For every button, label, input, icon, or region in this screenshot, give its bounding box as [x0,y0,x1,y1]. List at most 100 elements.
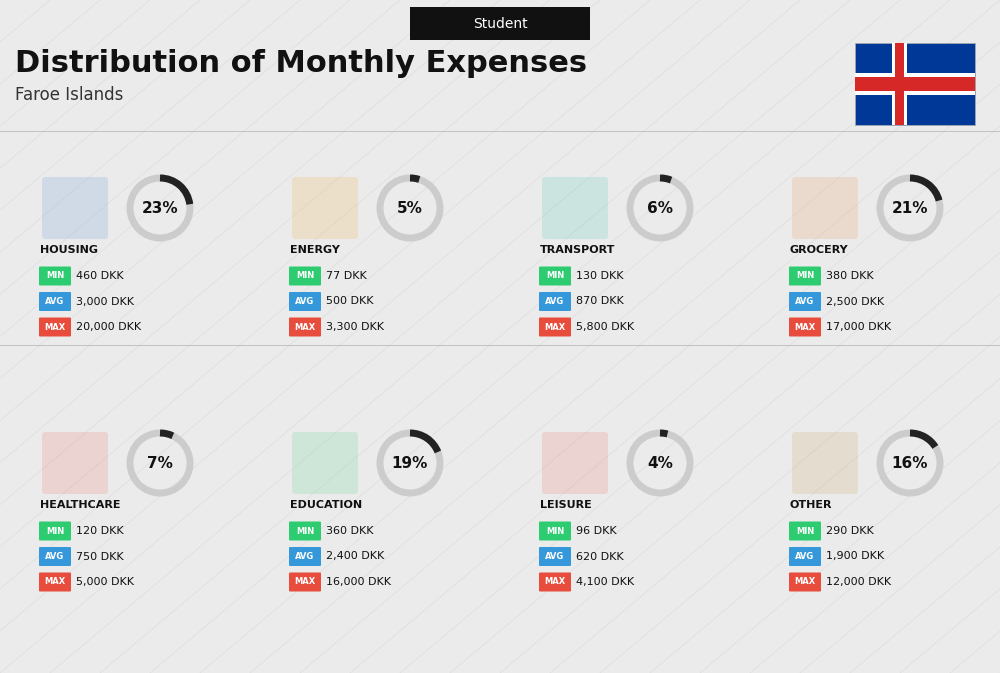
Text: MIN: MIN [46,526,64,536]
Text: MIN: MIN [796,271,814,281]
Text: 620 DKK: 620 DKK [576,551,624,561]
Text: AVG: AVG [295,552,315,561]
FancyBboxPatch shape [289,547,321,566]
FancyBboxPatch shape [542,432,608,494]
Text: 6%: 6% [647,201,673,215]
FancyBboxPatch shape [539,573,571,592]
Text: MAX: MAX [44,322,66,332]
Text: Distribution of Monthly Expenses: Distribution of Monthly Expenses [15,48,587,77]
FancyBboxPatch shape [892,43,907,125]
Text: 360 DKK: 360 DKK [326,526,374,536]
Text: 130 DKK: 130 DKK [576,271,624,281]
FancyBboxPatch shape [39,573,71,592]
Text: MAX: MAX [794,577,816,586]
FancyBboxPatch shape [39,292,71,311]
Text: MAX: MAX [294,322,316,332]
FancyBboxPatch shape [539,547,571,566]
Text: 290 DKK: 290 DKK [826,526,874,536]
Text: LEISURE: LEISURE [540,500,592,510]
Text: 5,000 DKK: 5,000 DKK [76,577,134,587]
Text: OTHER: OTHER [790,500,832,510]
FancyBboxPatch shape [292,432,358,494]
Text: MAX: MAX [294,577,316,586]
FancyBboxPatch shape [855,43,975,125]
FancyBboxPatch shape [789,573,821,592]
FancyBboxPatch shape [289,292,321,311]
Text: 2,400 DKK: 2,400 DKK [326,551,384,561]
Text: 120 DKK: 120 DKK [76,526,124,536]
FancyBboxPatch shape [792,432,858,494]
Text: MIN: MIN [296,526,314,536]
Text: AVG: AVG [545,552,565,561]
Text: 5,800 DKK: 5,800 DKK [576,322,634,332]
FancyBboxPatch shape [542,177,608,239]
FancyBboxPatch shape [39,547,71,566]
FancyBboxPatch shape [895,43,904,125]
FancyBboxPatch shape [42,177,108,239]
Text: HEALTHCARE: HEALTHCARE [40,500,120,510]
Text: 1,900 DKK: 1,900 DKK [826,551,884,561]
Text: 4,100 DKK: 4,100 DKK [576,577,634,587]
Text: 19%: 19% [392,456,428,470]
Text: 21%: 21% [892,201,928,215]
Text: 17,000 DKK: 17,000 DKK [826,322,891,332]
Text: 4%: 4% [647,456,673,470]
FancyBboxPatch shape [539,522,571,540]
Text: 2,500 DKK: 2,500 DKK [826,297,884,306]
FancyBboxPatch shape [292,177,358,239]
FancyBboxPatch shape [539,292,571,311]
Text: 12,000 DKK: 12,000 DKK [826,577,891,587]
FancyBboxPatch shape [39,318,71,336]
Text: MIN: MIN [796,526,814,536]
Text: MAX: MAX [544,322,566,332]
Text: 77 DKK: 77 DKK [326,271,367,281]
Text: 3,000 DKK: 3,000 DKK [76,297,134,306]
FancyBboxPatch shape [289,267,321,285]
FancyBboxPatch shape [789,547,821,566]
Text: 96 DKK: 96 DKK [576,526,617,536]
FancyBboxPatch shape [39,522,71,540]
FancyBboxPatch shape [789,522,821,540]
Text: 16,000 DKK: 16,000 DKK [326,577,391,587]
Text: MIN: MIN [296,271,314,281]
Text: EDUCATION: EDUCATION [290,500,362,510]
Text: 23%: 23% [142,201,178,215]
Text: MIN: MIN [546,526,564,536]
Text: AVG: AVG [545,297,565,306]
FancyBboxPatch shape [789,318,821,336]
Text: AVG: AVG [795,552,815,561]
Text: 20,000 DKK: 20,000 DKK [76,322,141,332]
Text: Faroe Islands: Faroe Islands [15,86,123,104]
FancyBboxPatch shape [289,573,321,592]
FancyBboxPatch shape [789,267,821,285]
Text: TRANSPORT: TRANSPORT [540,245,615,255]
FancyBboxPatch shape [410,7,590,40]
Text: Student: Student [473,17,527,30]
FancyBboxPatch shape [792,177,858,239]
Text: MAX: MAX [44,577,66,586]
FancyBboxPatch shape [539,267,571,285]
Text: MAX: MAX [794,322,816,332]
Text: 5%: 5% [397,201,423,215]
Text: 750 DKK: 750 DKK [76,551,124,561]
Text: 460 DKK: 460 DKK [76,271,124,281]
Text: AVG: AVG [45,297,65,306]
Text: AVG: AVG [795,297,815,306]
FancyBboxPatch shape [39,267,71,285]
Text: ENERGY: ENERGY [290,245,340,255]
FancyBboxPatch shape [42,432,108,494]
FancyBboxPatch shape [539,318,571,336]
Text: 870 DKK: 870 DKK [576,297,624,306]
FancyBboxPatch shape [855,77,975,91]
FancyBboxPatch shape [289,522,321,540]
Text: MIN: MIN [46,271,64,281]
Text: MAX: MAX [544,577,566,586]
Text: 7%: 7% [147,456,173,470]
FancyBboxPatch shape [789,292,821,311]
FancyBboxPatch shape [289,318,321,336]
Text: 3,300 DKK: 3,300 DKK [326,322,384,332]
Text: 380 DKK: 380 DKK [826,271,874,281]
Text: AVG: AVG [295,297,315,306]
Text: MIN: MIN [546,271,564,281]
FancyBboxPatch shape [855,73,975,96]
